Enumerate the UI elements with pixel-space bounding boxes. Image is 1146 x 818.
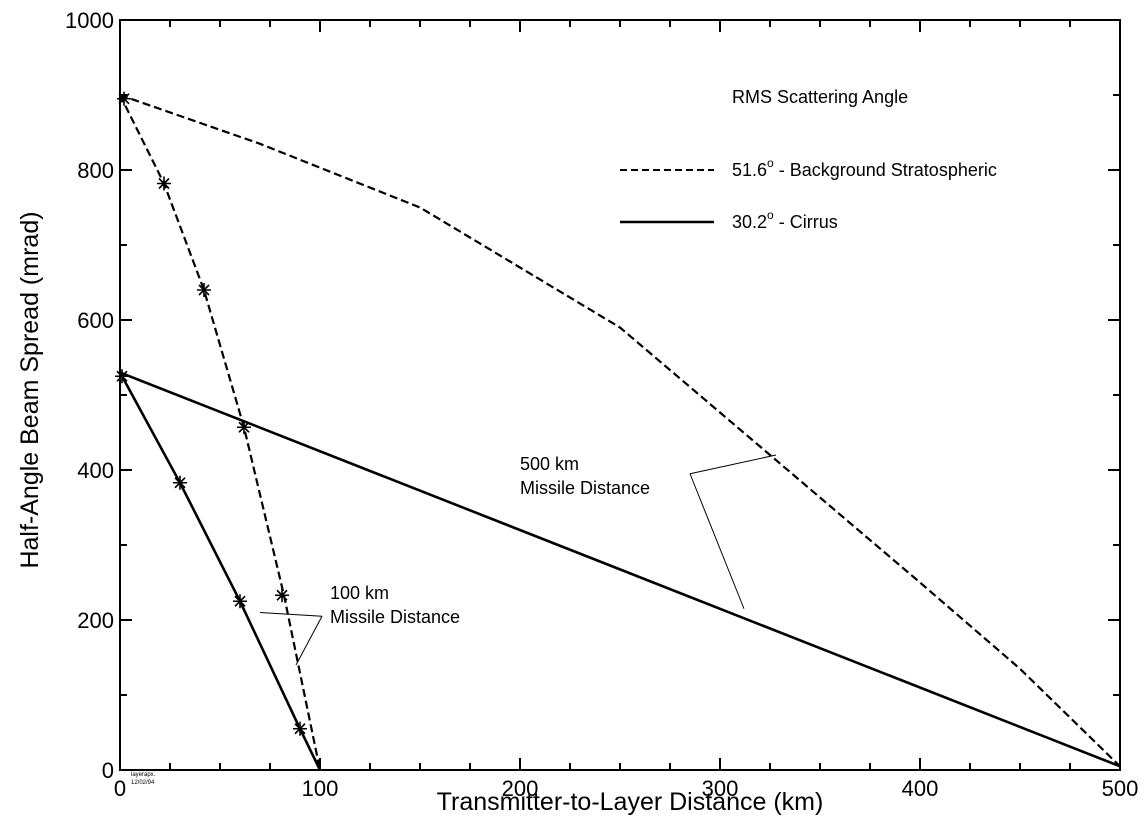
annotation-text: Missile Distance [520,478,650,498]
annotation-text: Missile Distance [330,607,460,627]
legend-angle: 51.6 [732,160,767,180]
annotation-pointer [689,473,745,609]
series-line-strat_100 [119,94,322,771]
y-axis-title: Half-Angle Beam Spread (mrad) [16,211,44,568]
legend-angle: 30.2 [732,212,767,232]
legend-degree-sign: o [767,208,774,222]
series-line-strat_500 [119,93,1121,768]
series-layer [115,91,1121,771]
annotation-layer: 500 km Missile Distance 100 km Missile Dist… [259,454,777,666]
series-strat_500 [119,93,1121,768]
star-marker [293,721,307,736]
legend-degree-sign: o [767,156,774,170]
legend-entry-stratospheric: 51.6o - Background Stratospheric [732,156,997,180]
legend: RMS Scattering Angle 51.6o - Background S… [620,87,997,232]
y-tick-label: 400 [77,458,114,483]
annotation-ann_500: 500 km Missile Distance [520,454,777,609]
series-strat_100 [117,91,322,771]
star-marker [275,588,289,603]
x-tick-label: 100 [302,776,339,801]
axis-layer: 0 100 200 300 400 500 0 200 400 600 800 1000 [65,8,1138,801]
star-marker [197,283,211,297]
x-tick-label: 500 [1102,776,1139,801]
star-marker [115,369,129,384]
y-tick-label: 1000 [65,8,114,33]
x-tick-label: 0 [114,776,126,801]
legend-description: - Cirrus [779,212,838,232]
x-tick-label: 300 [702,776,739,801]
annotation-text: 100 km [330,583,389,603]
annotation-ann_100: 100 km Missile Distance [259,583,460,666]
plot-frame [119,19,1121,771]
series-line-cirrus_500 [119,371,1121,768]
annotation-pointer [295,616,323,666]
star-marker [237,420,251,435]
plot-stamp-date: 12/02/94 [131,780,155,786]
y-tick-label: 600 [77,308,114,333]
series-cirrus_500 [119,371,1121,768]
star-marker [157,176,171,191]
annotation-pointer [689,454,777,475]
series-cirrus_100 [115,369,322,771]
star-marker [173,475,187,490]
x-axis-title: Transmitter-to-Layer Distance (km) [437,788,824,816]
x-tick-label: 200 [502,776,539,801]
series-line-cirrus_100 [118,371,322,771]
legend-title: RMS Scattering Angle [732,87,908,107]
x-tick-label: 400 [902,776,939,801]
y-tick-label: 200 [77,608,114,633]
y-tick-label: 0 [102,758,114,783]
legend-entry-cirrus: 30.2o - Cirrus [732,208,838,232]
plot-stamp-filename: layerapx. [131,772,156,778]
star-marker [117,91,131,106]
annotation-pointer [259,612,323,617]
annotation-text: 500 km [520,454,579,474]
legend-description: - Background Stratospheric [779,160,997,180]
y-tick-label: 800 [77,158,114,183]
star-marker [233,594,247,609]
